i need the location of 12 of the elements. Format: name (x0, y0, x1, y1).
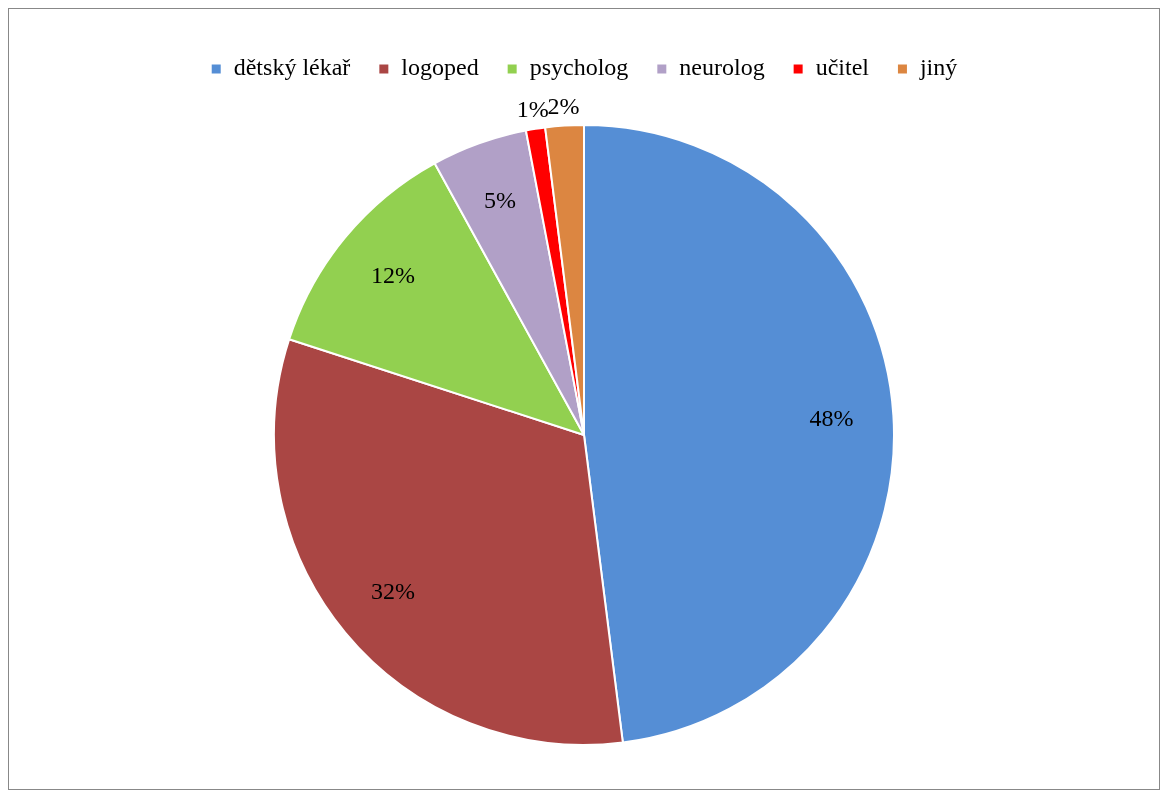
data-label: 1% (516, 96, 549, 123)
legend-label: logoped (401, 54, 479, 81)
data-label: 12% (370, 262, 415, 289)
data-label: 48% (809, 404, 854, 431)
legend-label: psycholog (529, 54, 629, 81)
legend-label: učitel (815, 54, 870, 81)
data-label: 5% (483, 186, 516, 213)
legend-label: dětský lékař (233, 54, 351, 81)
legend-label: jiný (918, 54, 958, 81)
data-label: 2% (547, 92, 580, 119)
legend-label: neurolog (679, 54, 765, 81)
data-label: 32% (370, 578, 415, 605)
